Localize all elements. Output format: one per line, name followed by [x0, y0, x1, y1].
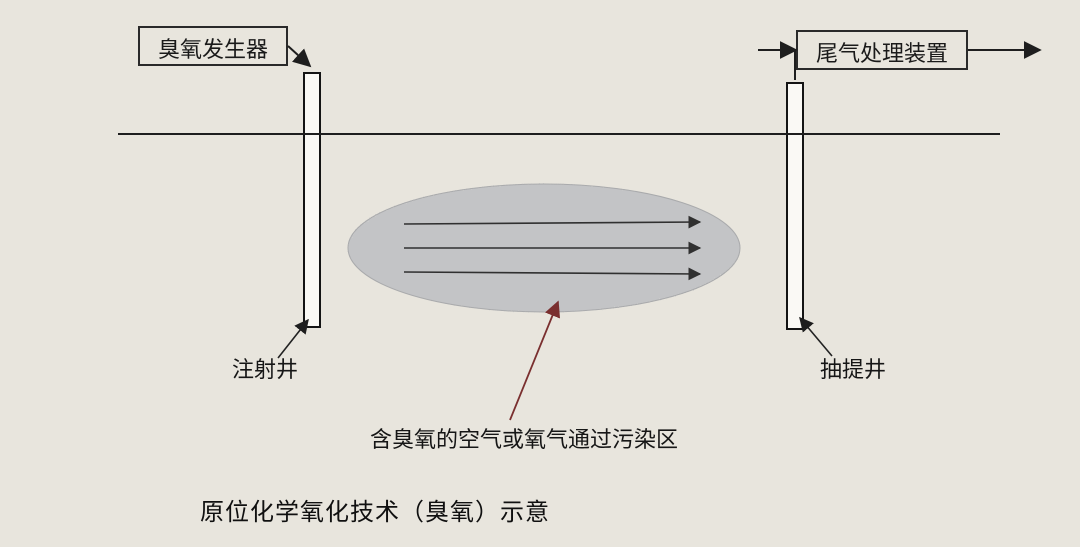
conn-extraction-to-treatment [792, 50, 795, 80]
diagram-svg [0, 0, 1080, 547]
injection-well [303, 72, 321, 328]
extraction-well [786, 82, 804, 330]
plume-description-label: 含臭氧的空气或氧气通过污染区 [370, 422, 678, 454]
contamination-plume [348, 184, 740, 312]
extraction-well-label: 抽提井 [820, 352, 886, 384]
pointer-extraction-label [800, 318, 832, 356]
conn-generator-to-injection [288, 46, 310, 66]
tailgas-treatment-box: 尾气处理装置 [796, 30, 968, 70]
injection-well-label: 注射井 [232, 352, 298, 384]
plume-flow-arrow-1 [404, 222, 700, 224]
ozone-generator-label: 臭氧发生器 [158, 37, 268, 62]
ozone-generator-box: 臭氧发生器 [138, 26, 288, 66]
pointer-plume-label [510, 302, 558, 420]
tailgas-treatment-label: 尾气处理装置 [816, 41, 948, 66]
diagram-title: 原位化学氧化技术（臭氧）示意 [200, 492, 550, 527]
plume-flow-arrow-3 [404, 272, 700, 274]
